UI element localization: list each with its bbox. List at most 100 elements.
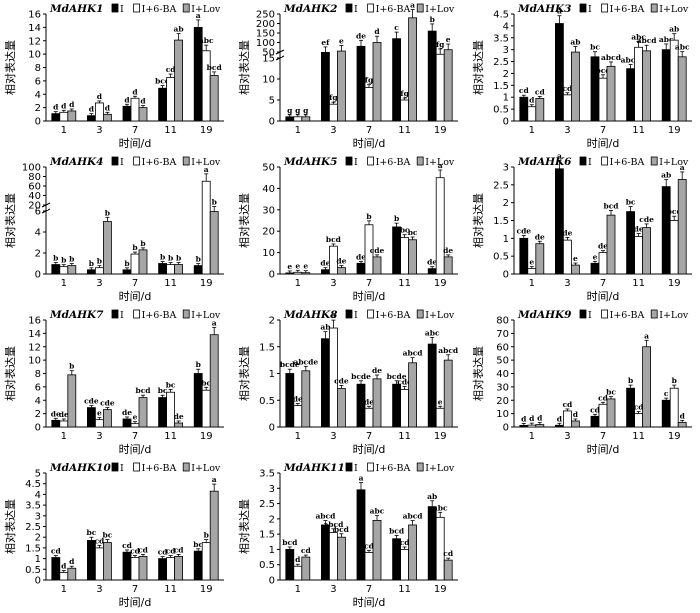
chart-title: MdAHK9 (517, 309, 572, 321)
bar (642, 50, 652, 122)
x-tick-label: 19 (668, 431, 681, 442)
legend-label: I+6-BA (376, 4, 411, 15)
y-axis-label: 相对表达量 (471, 193, 485, 248)
significance-label: abc (433, 503, 448, 512)
y-tick-label: 4 (35, 90, 41, 101)
bar (285, 272, 295, 275)
significance-label: bcd (595, 66, 611, 75)
significance-label: abcd (323, 520, 344, 529)
significance-label: abc (199, 36, 214, 45)
y-tick-label: 1 (269, 369, 275, 380)
bar (519, 424, 529, 428)
x-tick-label: 11 (632, 431, 645, 442)
legend-swatch (111, 309, 119, 319)
significance-label: b (628, 376, 633, 385)
y-tick-label: 50 (262, 48, 275, 59)
bar (527, 268, 537, 275)
y-tick-label: 30 (262, 205, 275, 216)
significance-label: bcd (334, 525, 350, 534)
y-tick-label: 0.5 (259, 396, 275, 407)
y-tick-label: 1.5 (259, 342, 275, 353)
y-tick-label: 80 (496, 316, 509, 327)
bar (519, 237, 529, 275)
legend-swatch (367, 462, 375, 472)
bar (634, 236, 644, 275)
significance-label: d (529, 96, 535, 105)
bar (634, 413, 644, 428)
y-tick-label: 20 (262, 227, 275, 238)
significance-label: b (132, 243, 137, 252)
bar (527, 106, 537, 122)
significance-label: e (133, 413, 138, 422)
bar (329, 103, 338, 122)
x-axis-label: 时间/d (119, 596, 152, 609)
significance-label: b (105, 208, 110, 217)
significance-label: de (443, 246, 453, 255)
y-tick-label: 3 (269, 484, 275, 495)
chart-title: MdAHK6 (517, 156, 572, 168)
bar (174, 422, 184, 428)
bar (201, 180, 211, 275)
significance-label: de (372, 366, 382, 375)
significance-label: bc (606, 388, 616, 397)
y-axis-label: 相对表达量 (471, 346, 485, 401)
y-tick-label: 60 (496, 342, 509, 353)
y-tick-label: 40 (28, 191, 41, 202)
chart-title: MdAHK7 (49, 309, 104, 321)
bar (669, 220, 679, 275)
bar (590, 262, 600, 275)
significance-label: b (160, 253, 165, 262)
legend-label: I+6-BA (610, 4, 645, 15)
legend-swatch (367, 3, 375, 13)
bar (285, 549, 295, 581)
significance-label: cd (122, 541, 133, 550)
significance-label: abc (631, 32, 646, 41)
y-tick-label: 0 (503, 270, 509, 281)
legend-swatch (416, 3, 424, 13)
y-tick-label: 100 (22, 163, 41, 174)
significance-label: d (680, 411, 686, 420)
significance-label: b (97, 257, 102, 266)
bar (535, 243, 545, 275)
y-tick-label: 12 (28, 36, 41, 47)
bar (59, 266, 69, 275)
bar (95, 102, 104, 122)
x-tick-label: 7 (600, 431, 606, 442)
significance-label: abcde (293, 357, 318, 366)
legend-label: I (354, 310, 358, 321)
y-tick-label: 5 (269, 96, 275, 107)
y-tick-label: 2.5 (25, 522, 41, 533)
significance-label: b (430, 15, 435, 24)
significance-label: g (287, 106, 293, 115)
bar (535, 98, 545, 122)
y-tick-label: 12 (28, 342, 41, 353)
significance-label: d (53, 103, 59, 112)
y-tick-label: 1.5 (25, 543, 41, 554)
bar (87, 115, 96, 122)
significance-label: e (573, 254, 578, 263)
x-tick-label: 3 (330, 584, 336, 595)
significance-label: cd (443, 549, 454, 558)
significance-label: bcd (135, 386, 151, 395)
bar (571, 51, 580, 122)
significance-label: bc (86, 528, 96, 537)
significance-label: bc (166, 380, 176, 389)
y-tick-label: 0.5 (25, 565, 41, 576)
bar (138, 556, 148, 581)
significance-label: cd (535, 87, 546, 96)
significance-label: a (212, 475, 217, 484)
y-axis-label: 相对表达量 (3, 346, 17, 401)
bar (408, 239, 418, 275)
bar (634, 46, 644, 122)
legend-swatch (182, 462, 190, 472)
significance-label: d (69, 557, 75, 566)
bar (372, 378, 382, 428)
bar (130, 557, 140, 581)
x-tick-label: 3 (96, 431, 102, 442)
bar (329, 532, 338, 581)
x-tick-label: 3 (96, 278, 102, 289)
significance-label: d (573, 410, 579, 419)
significance-label: b (212, 198, 217, 207)
bar (626, 211, 636, 275)
